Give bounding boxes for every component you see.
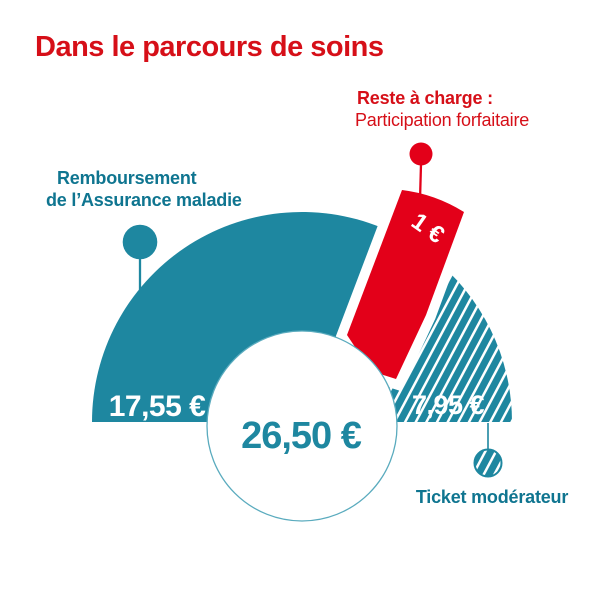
page-title: Dans le parcours de soins — [35, 31, 384, 63]
segment-participation-forfaitaire — [347, 190, 464, 379]
hatched-pin-circle — [473, 448, 503, 478]
ticket-moderateur-label: Ticket modérateur — [416, 487, 569, 507]
donut-center-circle — [206, 330, 398, 522]
red-pin-circle — [409, 142, 433, 166]
center-total-value: 26,50 € — [241, 415, 362, 457]
teal-segment-value: 17,55 € — [109, 390, 206, 423]
hatched-segment-value: 7,95 € — [412, 390, 485, 420]
teal-pin-circle — [122, 224, 158, 260]
reimbursement-label-line1: Remboursement — [57, 168, 197, 188]
remainder-label-line2: Participation forfaitaire — [355, 110, 529, 130]
reimbursement-label-line2: de l’Assurance maladie — [46, 190, 242, 210]
remainder-label-line1: Reste à charge : — [357, 88, 493, 108]
